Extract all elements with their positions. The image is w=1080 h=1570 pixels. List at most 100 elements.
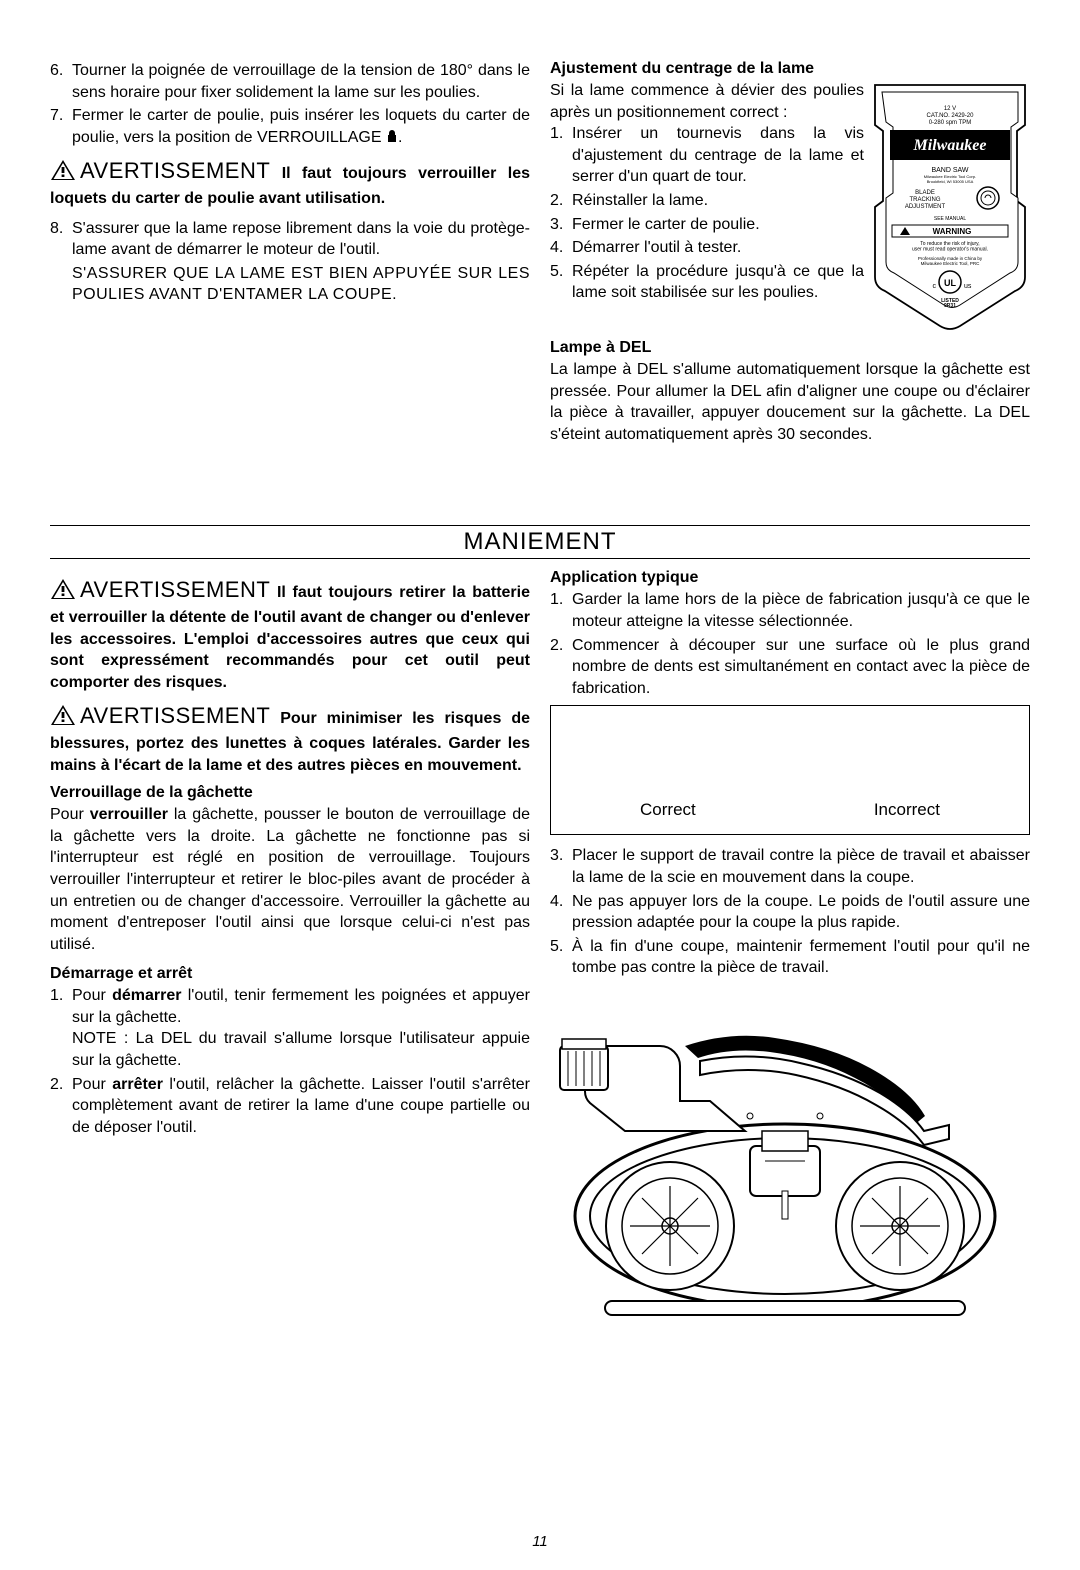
item-number: 3. <box>550 845 572 888</box>
p-bold: arrêter <box>112 1076 163 1093</box>
item-text: Démarrer l'outil à tester. <box>572 237 864 259</box>
labels-row: Correct Incorrect <box>551 800 1029 820</box>
list-item: 1.Garder la lame hors de la pièce de fab… <box>550 589 1030 632</box>
label-warning: WARNING <box>933 227 972 236</box>
correct-label: Correct <box>640 800 696 820</box>
section-title: MANIEMENT <box>50 525 1030 559</box>
list-item: 7. Fermer le carter de poulie, puis insé… <box>50 105 530 150</box>
item-text: Insérer un tournevis dans la vis d'ajust… <box>572 123 864 188</box>
p-bold: démarrer <box>112 987 181 1004</box>
item-text: S'assurer que la lame repose librement d… <box>72 218 530 261</box>
list-item: 4.Démarrer l'outil à tester. <box>550 237 864 259</box>
item-number: 3. <box>550 214 572 236</box>
list-item: 1.Insérer un tournevis dans la vis d'aju… <box>550 123 864 188</box>
item-number: 1. <box>550 589 572 632</box>
correct-incorrect-diagram: Correct Incorrect <box>550 705 1030 835</box>
p-span: la gâchette, pousser le bouton de verrou… <box>50 806 530 953</box>
bottom-left-col: AVERTISSEMENT Il faut toujours retirer l… <box>50 569 530 1540</box>
list-item: 2.Commencer à découper sur une surface o… <box>550 635 1030 700</box>
list-item: 2. Pour arrêter l'outil, relâcher la gâc… <box>50 1074 530 1139</box>
lock-icon <box>386 129 398 151</box>
list-item: 5.À la fin d'une coupe, maintenir fermem… <box>550 936 1030 979</box>
list-item: 8. S'assurer que la lame repose libremen… <box>50 218 530 261</box>
item-number: 6. <box>50 60 72 103</box>
label-brand: Milwaukee <box>913 137 987 154</box>
warning-block: AVERTISSEMENT Il faut toujours retirer l… <box>50 575 530 693</box>
warning-icon <box>50 159 76 188</box>
top-left-col: 6. Tourner la poignée de verrouillage de… <box>50 60 530 445</box>
page-number: 11 <box>0 1533 1080 1550</box>
item-number: 2. <box>550 190 572 212</box>
list-item: 3.Placer le support de travail contre la… <box>550 845 1030 888</box>
subheading: Application typique <box>550 569 1030 587</box>
item-number: 4. <box>550 237 572 259</box>
p-span: Pour <box>72 987 112 1004</box>
warning-lead: Pour minimiser les <box>280 710 434 727</box>
caps-note: S'ASSURER QUE LA LAME EST BIEN APPUYÉE S… <box>50 263 530 306</box>
warning-title: AVERTISSEMENT <box>80 577 270 602</box>
item-text: Pour arrêter l'outil, relâcher la gâchet… <box>72 1074 530 1139</box>
item-text: Réinstaller la lame. <box>572 190 864 212</box>
label-made: Professionally made in China byMilwaukee… <box>918 256 983 266</box>
warning-lead: Il faut toujours <box>282 165 407 182</box>
warning-lead: Il faut toujours <box>277 584 393 601</box>
item-text: Fermer le carter de poulie. <box>572 214 864 236</box>
warning-icon <box>50 704 76 733</box>
item-text: Commencer à découper sur une surface où … <box>572 635 1030 700</box>
item-text: Fermer le carter de poulie, puis insérer… <box>72 105 530 150</box>
warning-title: AVERTISSEMENT <box>80 703 270 728</box>
warning-block: AVERTISSEMENT Pour minimiser les risques… <box>50 701 530 776</box>
item-number: 1. <box>50 985 72 1071</box>
ul-icon: UL <box>944 278 956 288</box>
item-number: 7. <box>50 105 72 150</box>
list-item: 6. Tourner la poignée de verrouillage de… <box>50 60 530 103</box>
item-number: 8. <box>50 218 72 261</box>
warning-icon <box>50 578 76 607</box>
item-text: Ne pas appuyer lors de la coupe. Le poid… <box>572 891 1030 934</box>
item-number: 1. <box>550 123 572 188</box>
trigger-lock-paragraph: Pour verrouiller la gâchette, pousser le… <box>50 804 530 955</box>
item-text: Répéter la procédure jusqu'à ce que la l… <box>572 261 864 304</box>
item-text: Tourner la poignée de verrouillage de la… <box>72 60 530 103</box>
item-number: 2. <box>550 635 572 700</box>
label-risk: To reduce the risk of injury,user must r… <box>912 241 988 253</box>
label-c: c <box>933 283 937 290</box>
item-number: 5. <box>550 261 572 304</box>
item-number: 5. <box>550 936 572 979</box>
bottom-columns: AVERTISSEMENT Il faut toujours retirer l… <box>50 569 1030 1540</box>
subheading: Ajustement du centrage de la lame <box>550 60 1030 78</box>
led-paragraph: La lampe à DEL s'allume automatiquement … <box>550 359 1030 445</box>
item-number: 2. <box>50 1074 72 1139</box>
list-item: 4.Ne pas appuyer lors de la coupe. Le po… <box>550 891 1030 934</box>
label-see: SEE MANUAL <box>934 216 966 222</box>
item-text: Garder la lame hors de la pièce de fabri… <box>572 589 1030 632</box>
subheading: Verrouillage de la gâchette <box>50 784 530 802</box>
p-bold: verrouiller <box>90 806 168 823</box>
item-text: À la fin d'une coupe, maintenir fermemen… <box>572 936 1030 979</box>
tool-diagram <box>550 991 1020 1321</box>
p-span: Pour <box>72 1076 112 1093</box>
page: 6. Tourner la poignée de verrouillage de… <box>50 60 1030 1540</box>
incorrect-label: Incorrect <box>874 800 940 820</box>
top-right-col: Ajustement du centrage de la lame 12 VCA… <box>550 60 1030 445</box>
list-item: 2.Réinstaller la lame. <box>550 190 864 212</box>
subheading: Démarrage et arrêt <box>50 965 530 983</box>
warning-block: AVERTISSEMENT Il faut toujours verrouill… <box>50 156 530 209</box>
item-number: 4. <box>550 891 572 934</box>
item-text: Placer le support de travail contre la p… <box>572 845 1030 888</box>
note: NOTE : La DEL du travail s'allume lorsqu… <box>72 1028 530 1071</box>
bottom-right-col: Application typique 1.Garder la lame hor… <box>550 569 1030 1540</box>
p-span: Pour <box>50 806 90 823</box>
top-columns: 6. Tourner la poignée de verrouillage de… <box>50 60 1030 445</box>
label-us: us <box>964 283 972 290</box>
subheading: Lampe à DEL <box>550 339 1030 357</box>
item-text-span: Fermer le carter de poulie, puis insérer… <box>72 107 530 146</box>
label-product: BAND SAW <box>931 167 968 174</box>
item-text: Pour démarrer l'outil, tenir fermement l… <box>72 985 530 1071</box>
warning-title: AVERTISSEMENT <box>80 158 270 183</box>
label-addr: Brookfield, WI 53005 USA <box>927 179 974 184</box>
list-item: 3.Fermer le carter de poulie. <box>550 214 864 236</box>
product-label-diagram: 12 VCAT.NO. 2429-200-280 spm TPM Milwauk… <box>870 80 1030 335</box>
list-item: 1. Pour démarrer l'outil, tenir fermemen… <box>50 985 530 1071</box>
list-item: 5.Répéter la procédure jusqu'à ce que la… <box>550 261 864 304</box>
